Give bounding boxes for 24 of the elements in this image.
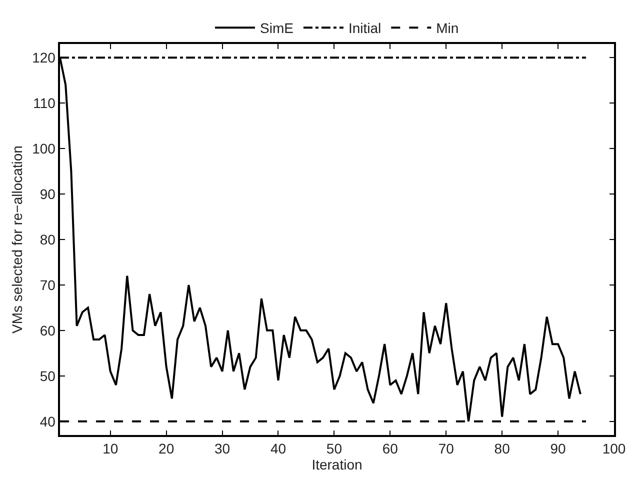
x-tick-label: 70	[438, 440, 454, 457]
y-tick-label: 80	[40, 231, 56, 248]
y-tick-label: 40	[40, 413, 56, 430]
x-tick-label: 80	[494, 440, 510, 457]
y-tick-label: 60	[40, 322, 56, 338]
y-tick-label: 70	[40, 276, 56, 293]
x-tick-label: 40	[270, 440, 286, 457]
legend-label: Initial	[348, 20, 382, 36]
legend-label: Min	[436, 20, 459, 36]
legend-label: SimE	[260, 20, 294, 36]
x-tick-label: 20	[158, 440, 174, 457]
x-axis-title: Iteration	[312, 456, 362, 473]
y-tick-label: 90	[40, 186, 56, 202]
x-tick-label: 50	[326, 440, 342, 457]
x-tick-label: 90	[550, 440, 566, 457]
y-tick-label: 100	[32, 140, 56, 156]
y-tick-label: 120	[32, 50, 56, 66]
x-tick-label: 100	[602, 440, 626, 457]
y-tick-label: 50	[40, 368, 56, 384]
x-tick-label: 10	[102, 440, 118, 457]
y-tick-label: 110	[33, 95, 56, 111]
x-tick-label: 60	[382, 440, 398, 457]
x-tick-label: 30	[214, 440, 230, 457]
y-axis-title: VMs selected for re−allocation	[9, 146, 26, 334]
